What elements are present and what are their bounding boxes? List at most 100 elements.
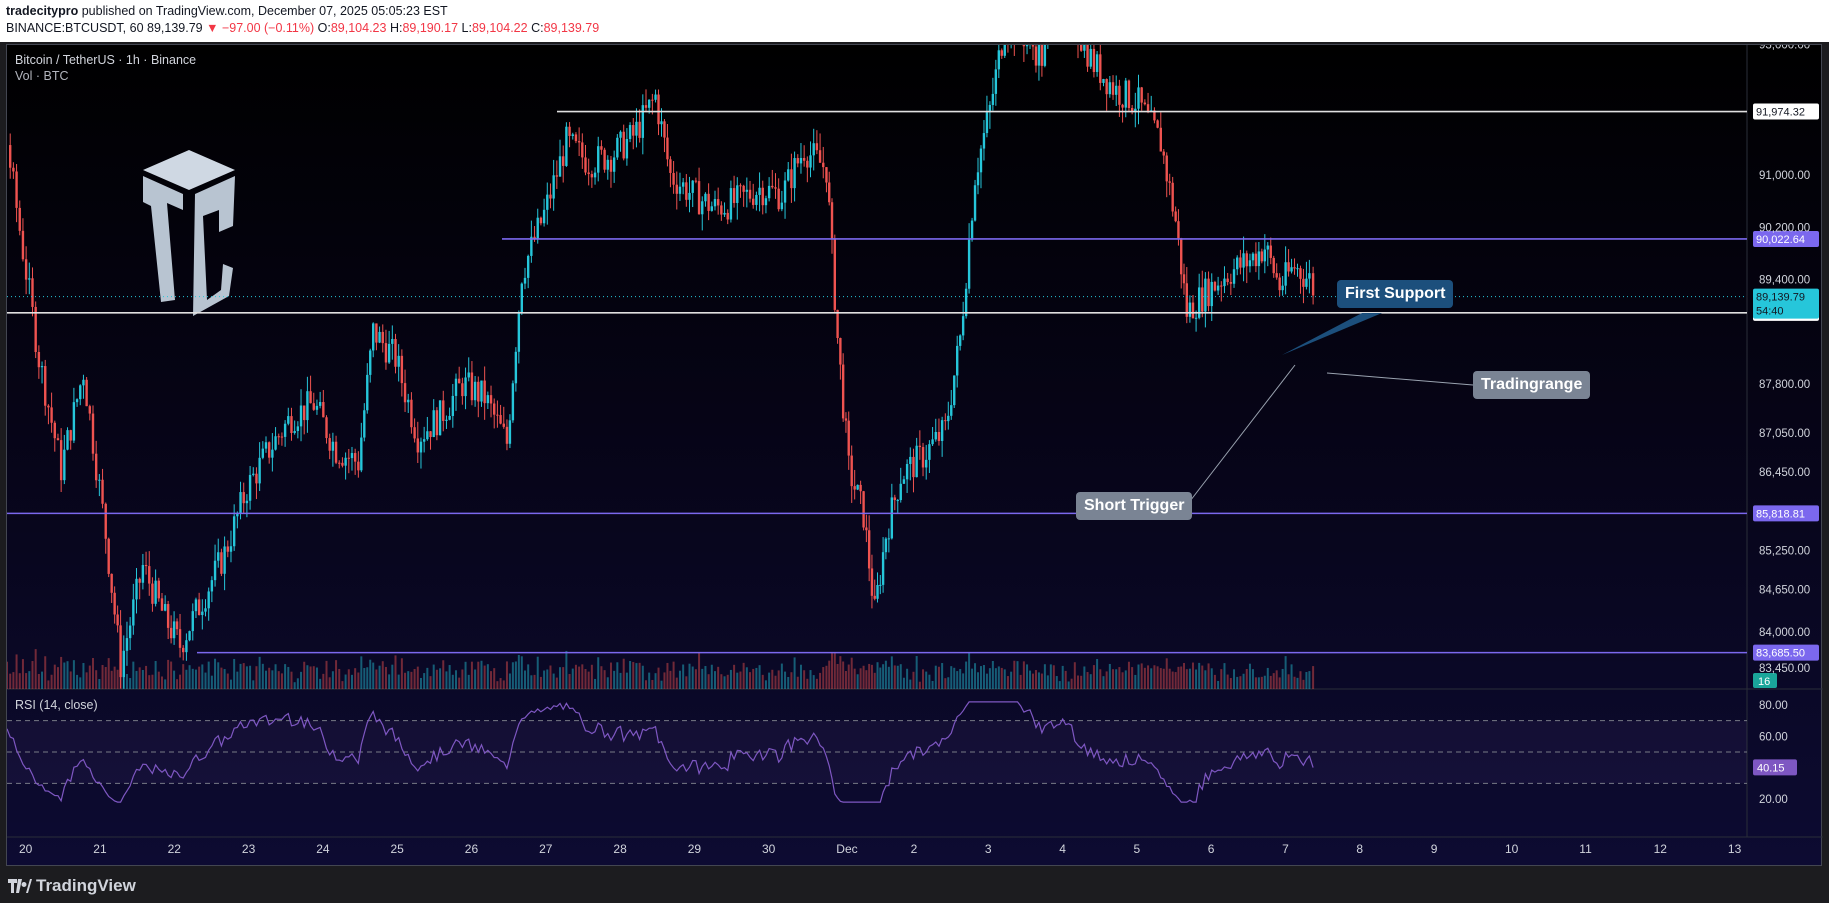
volume-bar [896, 665, 899, 689]
volume-bar [1269, 675, 1272, 689]
volume-bar [249, 665, 252, 689]
candle-body [1025, 45, 1029, 47]
volume-bar [369, 659, 372, 689]
candle-body [1143, 102, 1147, 105]
candle-body [442, 400, 445, 421]
candle-body [632, 125, 635, 136]
volume-bar [1278, 677, 1281, 689]
candle-body [505, 426, 509, 444]
candle-body [1290, 267, 1293, 272]
volume-bar [882, 664, 885, 689]
volume-bar [1147, 665, 1150, 689]
volume-bar [135, 670, 138, 689]
candle-body [713, 199, 717, 207]
volume-bar [154, 660, 157, 689]
candle-body [1210, 281, 1213, 307]
volume-bar [1260, 676, 1263, 689]
candle-body [533, 236, 536, 240]
candle-body [457, 378, 461, 384]
volume-bar [1195, 669, 1198, 689]
candle-body [523, 277, 527, 284]
volume-bar [220, 667, 223, 689]
candle-body [546, 194, 549, 210]
candle-body [752, 198, 755, 205]
candle-body [360, 437, 363, 471]
volume-bar [280, 673, 283, 689]
tradingview-logo-icon [8, 879, 32, 893]
volume-bar [53, 664, 56, 689]
candle-body [229, 546, 233, 552]
volume-bar [651, 679, 654, 689]
volume-bar [1052, 665, 1055, 689]
volume-bar [477, 661, 480, 689]
volume-bar [873, 672, 876, 689]
candle-body [34, 306, 37, 353]
chart-frame[interactable]: 93,609.9691,974.3290,022.6488,890.5885,8… [6, 44, 1823, 867]
candle-body [799, 157, 803, 164]
volume-bar [619, 672, 622, 689]
volume-bar [98, 679, 101, 689]
tc-logo-shape [143, 150, 235, 190]
candle-body [1105, 78, 1108, 95]
candle-body [881, 552, 885, 585]
volume-bar [284, 664, 287, 689]
volume-bar [223, 669, 226, 689]
candle-body [862, 491, 865, 528]
volume-bar [622, 658, 625, 689]
time-axis-label: 27 [539, 842, 553, 856]
volume-bar [644, 680, 647, 689]
candle-body [716, 199, 720, 206]
short-trigger-callout[interactable]: Short Trigger [1076, 492, 1193, 520]
candle-body [416, 438, 419, 453]
volume-bar [812, 675, 815, 689]
candle-body [755, 194, 758, 205]
volume-bar [723, 676, 726, 689]
volume-bar [113, 666, 116, 689]
candle-body [555, 175, 559, 177]
volume-bar [520, 656, 523, 689]
time-axis-label: 4 [1059, 842, 1066, 856]
volume-bar [994, 668, 997, 689]
chart-canvas[interactable]: 93,609.9691,974.3290,022.6488,890.5885,8… [7, 45, 1823, 867]
volume-bar [968, 653, 971, 689]
candle-body [1115, 85, 1118, 95]
candle-body [217, 552, 220, 561]
candle-body [568, 126, 571, 136]
candle-body [1156, 120, 1159, 128]
first-support-callout[interactable]: First Support [1337, 280, 1454, 308]
volume-bar [1096, 659, 1099, 689]
volume-bar [50, 674, 53, 689]
candle-body [628, 125, 632, 139]
volume-bar [527, 664, 530, 689]
candle-body [619, 131, 622, 138]
candle-body [59, 440, 63, 481]
time-axis-label: 20 [19, 842, 33, 856]
candle-body [600, 146, 603, 150]
candle-body [363, 410, 366, 438]
candle-body [830, 202, 834, 239]
volume-bar [847, 664, 850, 689]
volume-bar [129, 678, 132, 689]
candle-body [890, 497, 894, 539]
volume-bar [876, 662, 879, 689]
volume-bar [922, 669, 925, 689]
candle-body [467, 372, 470, 378]
volume-bar [764, 680, 767, 689]
candle-body [780, 202, 784, 210]
candle-body [1121, 104, 1124, 108]
volume-bar [194, 669, 197, 689]
low-value: 89,104.22 [471, 21, 528, 35]
candle-body [912, 456, 915, 478]
publisher-name[interactable]: tradecitypro [6, 4, 79, 18]
volume-bar [429, 676, 432, 689]
candle-body [994, 69, 998, 94]
tradingrange-callout[interactable]: Tradingrange [1473, 371, 1591, 399]
volume-bar [944, 678, 947, 689]
volume-bar [856, 674, 859, 689]
tradingview-logo[interactable]: TradingView [8, 876, 136, 896]
candle-body [486, 395, 490, 404]
candle-body [245, 500, 249, 504]
volume-bar [965, 661, 968, 689]
volume-bar [1185, 669, 1188, 689]
candle-body [331, 441, 335, 451]
